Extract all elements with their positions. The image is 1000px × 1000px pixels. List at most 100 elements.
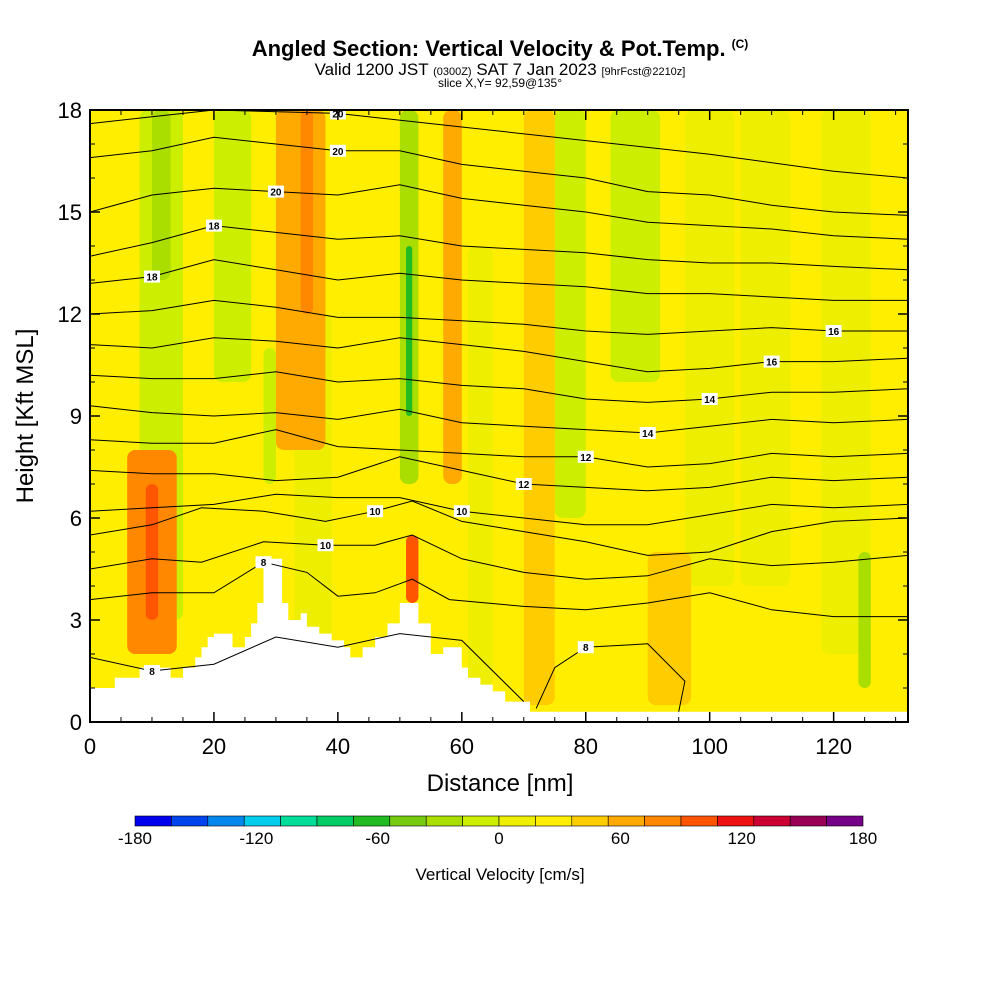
x-tick-label: 40 [326, 734, 350, 759]
y-tick-label: 12 [58, 302, 82, 327]
x-axis-label: Distance [nm] [427, 770, 574, 797]
theta-contour [90, 184, 908, 240]
velocity-cell [647, 552, 692, 705]
contour-label: 8 [583, 643, 589, 654]
y-tick-label: 9 [70, 404, 82, 429]
valid-date: SAT 7 Jan 2023 [476, 60, 597, 79]
contour-label-bg [367, 505, 384, 518]
colorbar-swatch [826, 815, 864, 827]
contour-label: 18 [208, 222, 220, 233]
theta-contours: 8881010101212141416161818202020 [90, 110, 908, 712]
colorbar-tick-label: -180 [118, 829, 152, 848]
colorbar: -180 -120 -60 0 60 120 180 [118, 815, 877, 848]
contour-label-bg [317, 539, 334, 552]
colorbar-tick-label: 180 [849, 829, 877, 848]
y-tick-label: 0 [70, 710, 82, 735]
colorbar-swatch [243, 815, 281, 827]
contour-label: 10 [456, 507, 468, 518]
colorbar-swatch [171, 815, 209, 827]
colorbar-tick-label: 0 [494, 829, 503, 848]
colorbar-swatch [316, 815, 354, 827]
velocity-cell [740, 110, 791, 586]
contour-label-bg [329, 144, 346, 157]
theta-contour [535, 643, 686, 712]
contour-label-bg [577, 641, 594, 654]
contour-label-bg [825, 325, 842, 337]
colorbar-swatch [535, 815, 573, 827]
colorbar-title: Vertical Velocity [cm/s] [415, 865, 584, 884]
theta-contour [90, 429, 908, 468]
valid-time-line: Valid 1200 JST (0300Z) SAT 7 Jan 2023 [9… [0, 60, 1000, 80]
contour-label: 16 [766, 358, 778, 369]
theta-contour [90, 493, 908, 526]
theta-contour [90, 259, 908, 301]
colorbar-tick-label: -120 [239, 829, 273, 848]
contour-label-bg [577, 450, 594, 463]
velocity-cell [468, 246, 493, 688]
colorbar-swatch [353, 815, 391, 827]
colorbar-swatch [462, 815, 500, 827]
colorbar-swatch [571, 815, 609, 827]
theta-contour [90, 500, 908, 556]
contour-label: 8 [149, 667, 155, 678]
contour-label-bg [453, 505, 470, 518]
theta-contour [90, 337, 908, 373]
y-tick-label: 6 [70, 506, 82, 531]
velocity-cell [554, 110, 586, 518]
contour-label: 10 [369, 507, 381, 518]
x-tick-label: 100 [691, 734, 728, 759]
colorbar-swatch [753, 815, 791, 827]
axes: 0 20 40 60 80 100 120 0 3 6 9 12 15 18 [58, 98, 908, 759]
velocity-cell [821, 110, 871, 654]
colorbar-swatch [789, 815, 827, 827]
contour-label-bg [255, 556, 272, 569]
theta-contour [90, 405, 908, 434]
colorbar-swatch [280, 815, 318, 827]
contour-label-bg [143, 270, 160, 283]
theta-contour [90, 371, 908, 403]
velocity-cell [263, 348, 276, 484]
theta-contour [90, 534, 908, 580]
contour-label: 16 [828, 327, 840, 338]
title-mark: (C) [731, 36, 749, 51]
contour-label-bg [639, 427, 656, 439]
y-tick-label: 18 [58, 98, 82, 123]
contour-label-bg [515, 478, 532, 490]
velocity-cell [443, 110, 462, 484]
x-tick-label: 20 [202, 734, 226, 759]
theta-contour [90, 456, 908, 492]
velocity-field [90, 110, 908, 722]
theta-contour [90, 110, 908, 179]
x-tick-label: 0 [84, 734, 96, 759]
colorbar-swatch [717, 815, 755, 827]
contour-label: 18 [146, 273, 158, 284]
colorbar-swatch [644, 815, 682, 827]
y-tick-label: 15 [58, 200, 82, 225]
contour-label: 14 [704, 395, 716, 406]
colorbar-swatch [607, 815, 645, 827]
title-text: Angled Section: Vertical Velocity & Pot.… [251, 36, 726, 61]
colorbar-swatch [389, 815, 427, 827]
colorbar-tick-label: 120 [727, 829, 755, 848]
contour-label: 12 [580, 453, 592, 464]
y-tick-label: 3 [70, 608, 82, 633]
colorbar-swatch [134, 815, 172, 827]
theta-contour [90, 633, 525, 702]
x-tick-label: 120 [815, 734, 852, 759]
contour-label: 12 [518, 480, 530, 491]
velocity-cell [684, 110, 735, 586]
velocity-cell [213, 110, 252, 382]
contour-label: 20 [270, 188, 282, 199]
contour-label: 20 [332, 147, 344, 158]
theta-contour [90, 561, 908, 618]
colorbar-swatch [425, 815, 463, 827]
terrain [90, 558, 908, 722]
contour-label-bg [205, 219, 222, 232]
contour-label-bg [701, 393, 718, 405]
theta-contour [90, 299, 908, 335]
contour-label: 8 [261, 558, 267, 569]
colorbar-swatch [207, 815, 245, 827]
forecast-info: [9hrFcst@2210z] [601, 66, 686, 78]
colorbar-tick-label: 60 [611, 829, 630, 848]
